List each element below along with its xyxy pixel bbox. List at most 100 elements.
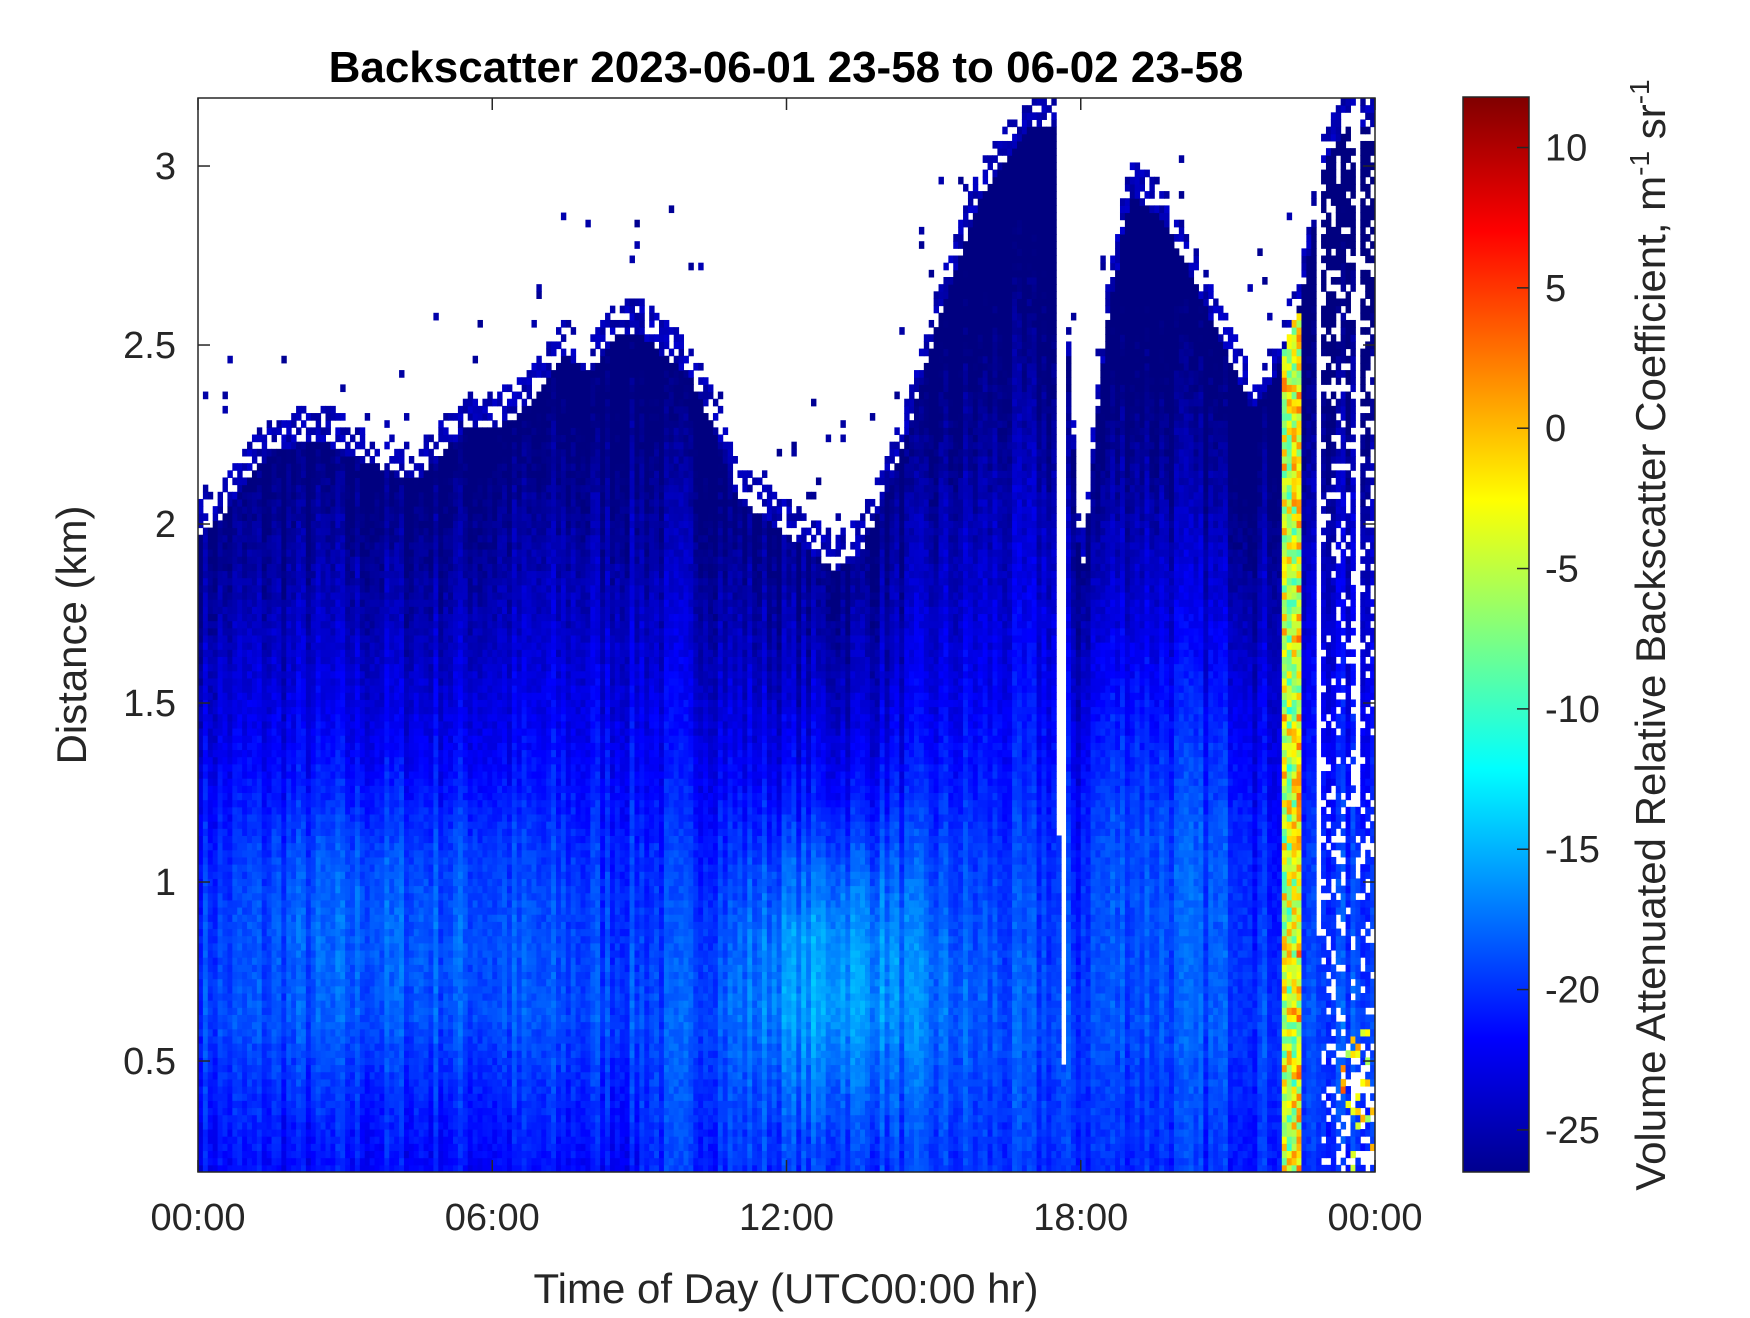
heatmap-cell — [256, 627, 263, 636]
heatmap-cell — [413, 677, 420, 686]
heatmap-cell — [232, 864, 238, 872]
heatmap-cell — [359, 799, 366, 808]
heatmap-cell — [364, 663, 371, 672]
heatmap-cell — [227, 1071, 233, 1080]
heatmap-cell — [300, 498, 307, 507]
heatmap-cell — [247, 1050, 253, 1058]
heatmap-cell — [350, 878, 356, 887]
heatmap-cell — [247, 763, 253, 772]
heatmap-cell — [286, 692, 292, 700]
heatmap-cell — [394, 470, 400, 478]
heatmap-cell — [369, 957, 376, 965]
heatmap-cell — [310, 763, 317, 772]
heatmap-cell — [212, 1043, 219, 1051]
heatmap-cell — [232, 642, 238, 650]
heatmap-cell — [394, 1086, 400, 1094]
heatmap-cell — [315, 907, 322, 915]
heatmap-cell — [345, 1014, 351, 1023]
heatmap-cell — [291, 907, 297, 915]
heatmap-cell — [374, 470, 380, 478]
heatmap-cell — [354, 835, 361, 844]
heatmap-cell — [207, 606, 214, 615]
heatmap-cell — [276, 771, 282, 779]
heatmap-cell — [247, 842, 253, 851]
heatmap-cell — [399, 1157, 405, 1166]
heatmap-cell — [325, 899, 331, 908]
heatmap-cell — [242, 878, 248, 887]
heatmap-cell — [384, 778, 390, 786]
heatmap-cell — [389, 635, 395, 643]
heatmap-cell — [408, 985, 415, 994]
heatmap-cell — [345, 534, 351, 543]
heatmap-cell — [384, 649, 390, 657]
heatmap-cell — [350, 864, 356, 872]
heatmap-cell — [374, 513, 380, 521]
heatmap-cell — [413, 670, 420, 679]
heatmap-cell — [399, 527, 405, 536]
heatmap-cell — [271, 763, 277, 772]
heatmap-cell — [242, 599, 248, 607]
heatmap-cell — [354, 620, 361, 629]
heatmap-cell — [325, 699, 331, 708]
heatmap-cell — [281, 1157, 287, 1166]
heatmap-cell — [300, 484, 307, 493]
heatmap-cell — [394, 513, 400, 521]
heatmap-cell — [403, 677, 410, 686]
heatmap-cell — [399, 577, 405, 586]
heatmap-cell — [340, 1157, 346, 1166]
heatmap-cell — [394, 563, 400, 572]
heatmap-cell — [345, 677, 351, 686]
heatmap-cell — [261, 627, 268, 636]
heatmap-cell — [384, 1050, 390, 1058]
heatmap-cell — [325, 1157, 331, 1166]
heatmap-cell — [266, 907, 273, 915]
heatmap-cell — [413, 549, 420, 557]
heatmap-cell — [251, 942, 258, 951]
heatmap-cell — [335, 613, 341, 622]
heatmap-cell — [369, 1093, 376, 1101]
heatmap-cell — [384, 785, 390, 794]
heatmap-cell — [247, 921, 253, 930]
heatmap-cell — [389, 1107, 395, 1116]
heatmap-cell — [261, 785, 268, 794]
heatmap-cell — [310, 577, 317, 586]
heatmap-cell — [379, 1000, 385, 1008]
heatmap-cell — [261, 849, 268, 858]
heatmap-cell — [266, 871, 273, 879]
heatmap-cell — [428, 971, 434, 980]
heatmap-cell — [232, 849, 238, 858]
heatmap-cell — [399, 656, 405, 665]
heatmap-cell — [300, 1164, 307, 1172]
heatmap-cell — [237, 592, 243, 600]
heatmap-cell — [232, 584, 238, 593]
heatmap-cell — [212, 1078, 219, 1087]
heatmap-cell — [310, 520, 317, 529]
heatmap-cell — [354, 1086, 361, 1094]
heatmap-cell — [345, 785, 351, 794]
heatmap-cell — [276, 491, 282, 500]
heatmap-cell — [389, 1086, 395, 1094]
heatmap-cell — [242, 1150, 248, 1159]
heatmap-cell — [423, 935, 429, 944]
heatmap-cell — [261, 1143, 268, 1152]
heatmap-cell — [423, 1164, 429, 1172]
heatmap-cell — [413, 993, 420, 1001]
heatmap-cell — [281, 964, 287, 973]
heatmap-cell — [389, 1057, 395, 1066]
heatmap-cell — [271, 907, 277, 915]
heatmap-cell — [296, 484, 302, 493]
heatmap-cell — [247, 1121, 253, 1130]
heatmap-cell — [433, 513, 439, 521]
heatmap-cell — [403, 1143, 410, 1152]
heatmap-cell — [350, 570, 356, 579]
heatmap-cell — [320, 792, 326, 801]
heatmap-cell — [408, 584, 415, 593]
heatmap-cell — [423, 1157, 429, 1166]
heatmap-cell — [291, 964, 297, 973]
heatmap-cell — [310, 1071, 317, 1080]
heatmap-cell — [261, 1093, 268, 1101]
heatmap-cell — [286, 935, 292, 944]
heatmap-cell — [330, 785, 336, 794]
heatmap-cell — [399, 1121, 405, 1130]
heatmap-cell — [320, 1064, 326, 1073]
